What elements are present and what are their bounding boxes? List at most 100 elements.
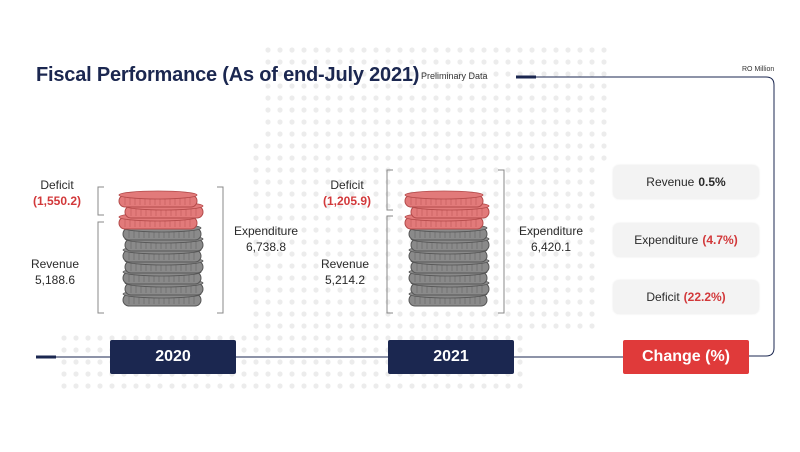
background-dot	[601, 143, 607, 149]
background-dot	[313, 155, 319, 161]
background-dot	[325, 227, 331, 233]
background-dot	[601, 59, 607, 65]
background-dot	[457, 119, 463, 125]
background-dot	[301, 227, 307, 233]
background-dot	[265, 83, 271, 89]
background-dot	[421, 95, 427, 101]
background-dot	[433, 47, 439, 53]
background-dot	[253, 167, 259, 173]
background-dot	[337, 227, 343, 233]
background-dot	[553, 287, 559, 293]
background-dot	[517, 347, 523, 353]
background-dot	[373, 251, 379, 257]
background-dot	[565, 227, 571, 233]
background-dot	[517, 47, 523, 53]
background-dot	[193, 383, 199, 389]
background-dot	[265, 59, 271, 65]
background-dot	[589, 59, 595, 65]
background-dot	[493, 227, 499, 233]
background-dot	[493, 155, 499, 161]
background-dot	[277, 311, 283, 317]
background-dot	[385, 95, 391, 101]
background-dot	[433, 383, 439, 389]
background-dot	[373, 203, 379, 209]
background-dot	[313, 371, 319, 377]
background-dot	[73, 347, 79, 353]
background-dot	[325, 215, 331, 221]
background-dot	[421, 323, 427, 329]
background-dot	[325, 191, 331, 197]
background-dot	[385, 383, 391, 389]
background-dot	[397, 143, 403, 149]
background-dot	[601, 131, 607, 137]
background-dot	[577, 311, 583, 317]
background-dot	[541, 191, 547, 197]
background-dot	[529, 155, 535, 161]
background-dot	[289, 83, 295, 89]
background-dot	[97, 371, 103, 377]
background-dot	[289, 359, 295, 365]
background-dot	[373, 311, 379, 317]
background-dot	[457, 71, 463, 77]
background-dot	[517, 59, 523, 65]
background-dot	[541, 251, 547, 257]
background-dot	[517, 83, 523, 89]
background-dot	[517, 95, 523, 101]
background-dot	[349, 167, 355, 173]
background-dot	[409, 155, 415, 161]
background-dot	[577, 251, 583, 257]
background-dot	[481, 167, 487, 173]
background-dot	[493, 179, 499, 185]
background-dot	[397, 239, 403, 245]
background-dot	[493, 47, 499, 53]
background-dot	[109, 335, 115, 341]
background-dot	[445, 71, 451, 77]
background-dot	[553, 263, 559, 269]
background-dot	[469, 119, 475, 125]
background-dot	[289, 191, 295, 197]
background-dot	[385, 323, 391, 329]
background-dot	[253, 227, 259, 233]
background-dot	[445, 143, 451, 149]
background-dot	[445, 131, 451, 137]
background-dot	[457, 83, 463, 89]
background-dot	[265, 179, 271, 185]
background-dot	[253, 263, 259, 269]
background-dot	[601, 155, 607, 161]
background-dot	[457, 383, 463, 389]
background-dot	[349, 107, 355, 113]
background-dot	[409, 383, 415, 389]
background-dot	[361, 47, 367, 53]
background-dot	[361, 275, 367, 281]
background-dot	[265, 227, 271, 233]
background-dot	[361, 263, 367, 269]
background-dot	[433, 131, 439, 137]
background-dot	[577, 107, 583, 113]
background-dot	[85, 371, 91, 377]
background-dot	[361, 227, 367, 233]
background-dot	[541, 239, 547, 245]
background-dot	[385, 155, 391, 161]
background-dot	[553, 131, 559, 137]
background-dot	[589, 275, 595, 281]
background-dot	[397, 83, 403, 89]
background-dot	[505, 131, 511, 137]
background-dot	[265, 155, 271, 161]
background-dot	[457, 311, 463, 317]
background-dot	[409, 179, 415, 185]
background-dot	[493, 299, 499, 305]
background-dot	[553, 59, 559, 65]
background-dot	[373, 239, 379, 245]
background-dot	[541, 131, 547, 137]
background-dot	[61, 383, 67, 389]
background-dot	[481, 95, 487, 101]
background-dot	[421, 143, 427, 149]
deficit-name-2021: Deficit	[330, 178, 364, 192]
background-dot	[397, 383, 403, 389]
background-dot	[301, 215, 307, 221]
background-dot	[433, 155, 439, 161]
background-dot	[349, 131, 355, 137]
background-dot	[373, 155, 379, 161]
background-dot	[409, 71, 415, 77]
background-dot	[565, 179, 571, 185]
